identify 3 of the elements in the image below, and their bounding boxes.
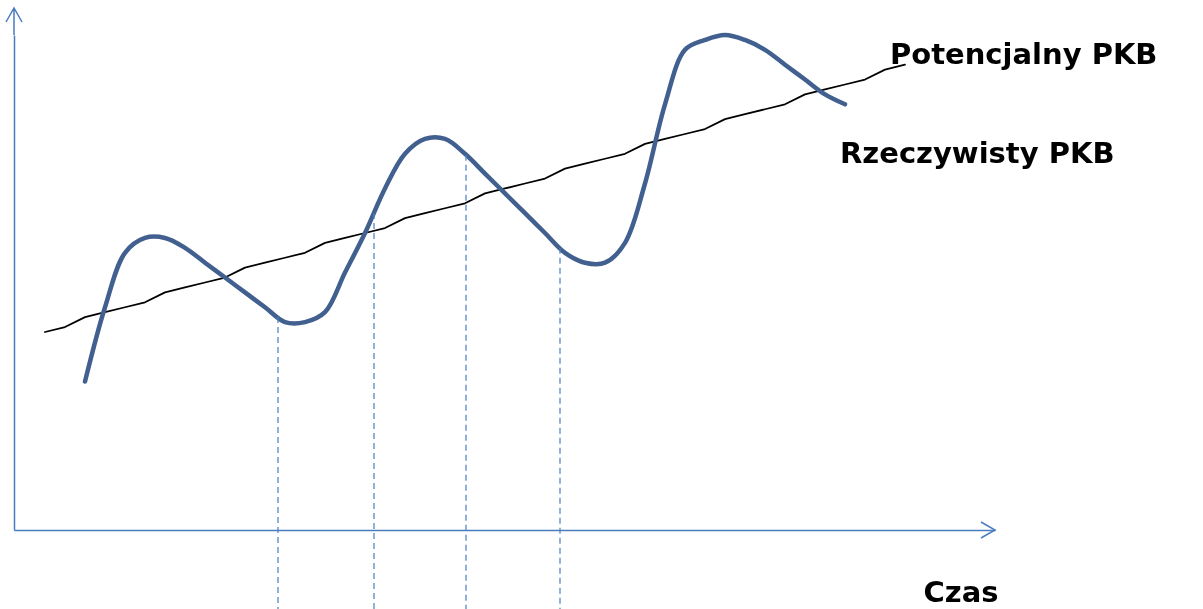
series-label: Potencjalny PKB (890, 36, 1158, 71)
series-label: Rzeczywisty PKB (840, 136, 1115, 171)
x-axis-title: Czas (923, 574, 999, 609)
